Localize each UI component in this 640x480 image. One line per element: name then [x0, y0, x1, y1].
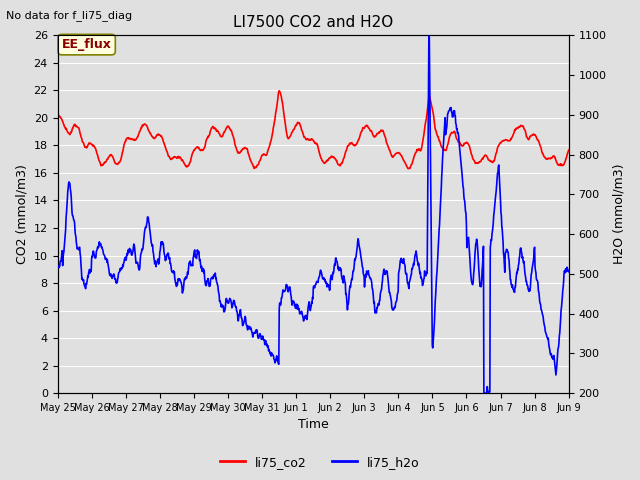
Y-axis label: H2O (mmol/m3): H2O (mmol/m3)	[612, 164, 625, 264]
Legend: li75_co2, li75_h2o: li75_co2, li75_h2o	[215, 451, 425, 474]
Text: EE_flux: EE_flux	[61, 38, 111, 51]
Y-axis label: CO2 (mmol/m3): CO2 (mmol/m3)	[15, 164, 28, 264]
Title: LI7500 CO2 and H2O: LI7500 CO2 and H2O	[233, 15, 393, 30]
X-axis label: Time: Time	[298, 419, 328, 432]
Text: No data for f_li75_diag: No data for f_li75_diag	[6, 10, 132, 21]
